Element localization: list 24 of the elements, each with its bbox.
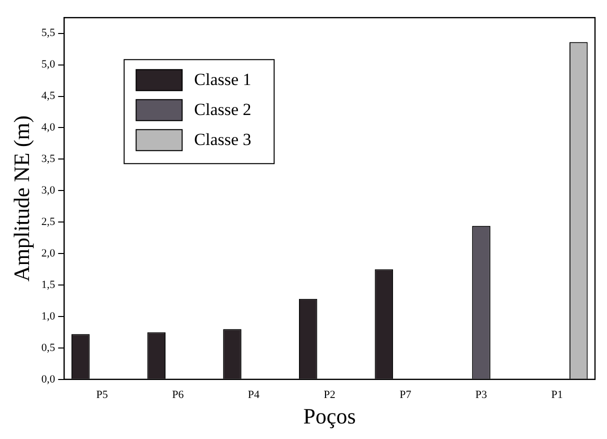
x-tick-label: P3 [475, 388, 488, 401]
y-tick-label: 2,5 [41, 216, 56, 228]
legend-label: Classe 3 [194, 130, 252, 150]
y-tick-label: 5,5 [41, 27, 56, 40]
y-tick-label: 1,5 [41, 278, 56, 291]
y-axis-title: Amplitude NE (m) [8, 115, 34, 282]
y-tick-label: 3,5 [41, 153, 56, 166]
y-tick-label: 5,0 [41, 58, 56, 71]
x-tick-label: P2 [324, 388, 336, 401]
x-tick-label: P6 [172, 388, 184, 401]
x-tick-label: P4 [248, 388, 260, 401]
y-tick-label: 0,0 [41, 373, 56, 386]
legend-label: Classe 1 [194, 70, 252, 90]
x-tick-label: P7 [400, 388, 412, 401]
x-tick-label: P1 [551, 388, 563, 401]
y-tick-label: 2,0 [41, 247, 56, 260]
x-axis-title: Poços [303, 404, 356, 429]
y-tick-label: 3,0 [41, 184, 56, 197]
x-tick-label: P5 [96, 388, 108, 401]
y-tick-label: 4,0 [41, 122, 56, 134]
y-tick-label: 1,0 [41, 310, 56, 322]
legend-label: Classe 2 [194, 100, 252, 120]
y-tick-label: 0,5 [41, 342, 56, 354]
y-tick-label: 4,5 [41, 90, 56, 102]
